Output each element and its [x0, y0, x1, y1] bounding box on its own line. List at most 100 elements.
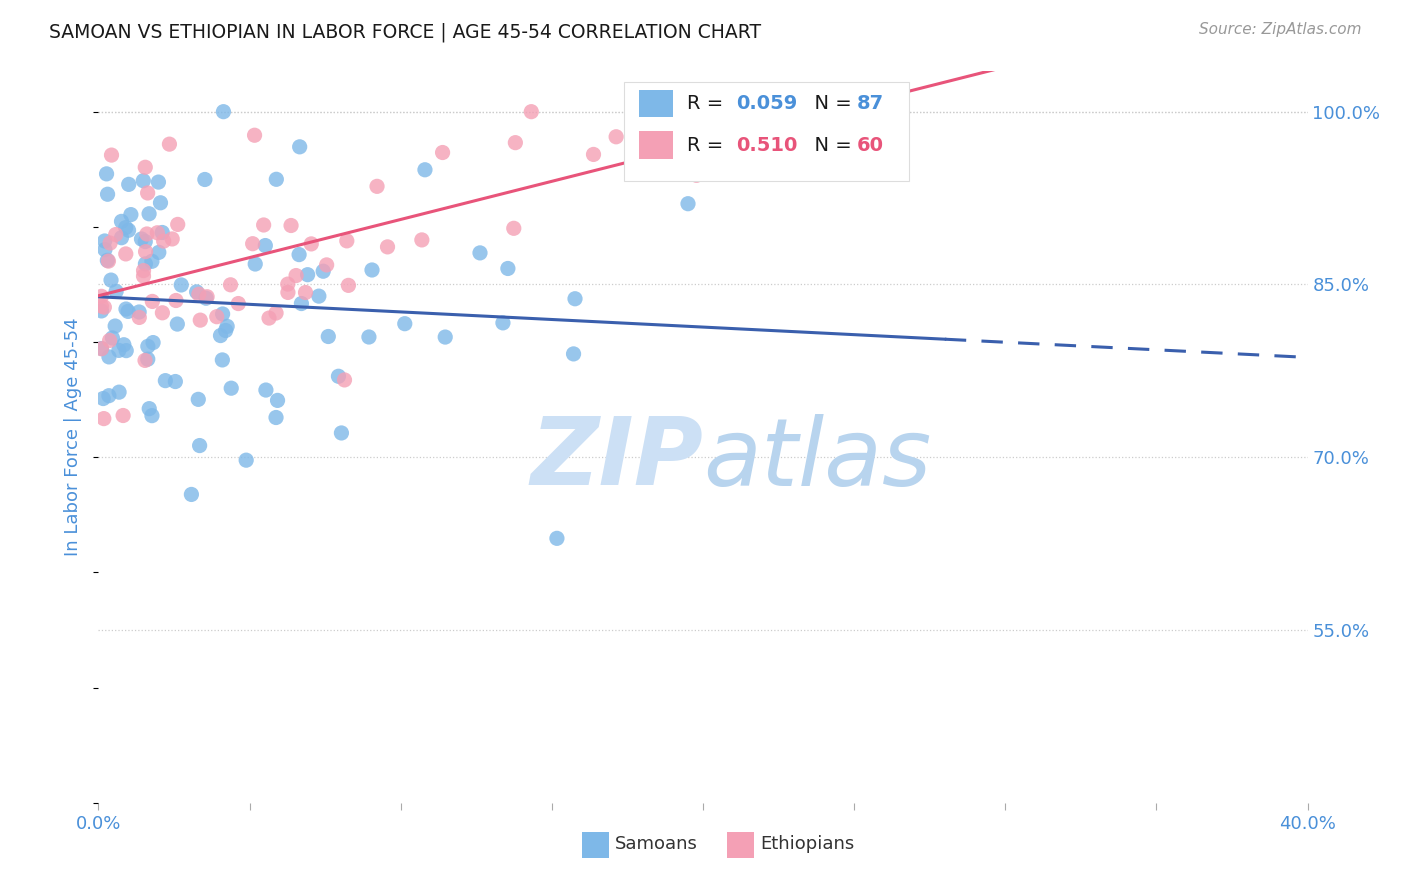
- Point: [562, 347, 585, 361]
- Point: [312, 264, 335, 278]
- Point: [141, 294, 163, 309]
- Point: [90, 299, 112, 313]
- Point: [212, 104, 235, 119]
- Bar: [582, 832, 609, 858]
- Point: [110, 230, 132, 244]
- Point: [377, 240, 399, 254]
- Point: [142, 335, 165, 350]
- Point: [411, 233, 433, 247]
- Point: [564, 292, 586, 306]
- Point: [118, 178, 141, 192]
- Point: [280, 219, 302, 233]
- Point: [492, 316, 515, 330]
- Point: [496, 261, 519, 276]
- Point: [226, 296, 249, 310]
- Point: [108, 385, 131, 400]
- Point: [253, 218, 276, 232]
- FancyBboxPatch shape: [624, 82, 908, 181]
- Point: [195, 290, 218, 304]
- Bar: [638, 90, 673, 118]
- Point: [186, 285, 208, 299]
- Point: [180, 487, 202, 501]
- Point: [108, 343, 131, 358]
- Point: [150, 306, 173, 320]
- Point: [128, 305, 150, 319]
- Point: [294, 285, 316, 300]
- Point: [394, 317, 416, 331]
- Point: [264, 410, 287, 425]
- Text: 87: 87: [856, 94, 884, 113]
- Point: [131, 232, 153, 246]
- Point: [505, 136, 527, 150]
- Point: [290, 296, 312, 310]
- Point: [117, 223, 139, 237]
- Point: [195, 291, 218, 305]
- Point: [98, 235, 121, 250]
- Point: [148, 245, 170, 260]
- Point: [134, 235, 156, 249]
- Point: [93, 234, 115, 248]
- Text: 0.510: 0.510: [735, 136, 797, 154]
- Point: [299, 236, 322, 251]
- Point: [101, 331, 124, 345]
- Point: [266, 393, 288, 408]
- Point: [502, 221, 524, 235]
- Point: [134, 257, 156, 271]
- Point: [132, 174, 155, 188]
- Text: N =: N =: [803, 136, 858, 154]
- Point: [288, 140, 311, 154]
- Point: [100, 273, 122, 287]
- Text: atlas: atlas: [703, 414, 931, 505]
- Point: [166, 218, 188, 232]
- Point: [98, 334, 121, 348]
- Point: [135, 244, 157, 259]
- Point: [104, 227, 127, 242]
- Point: [112, 337, 135, 351]
- Point: [468, 246, 491, 260]
- Bar: [727, 832, 754, 858]
- Point: [413, 162, 436, 177]
- Point: [217, 319, 239, 334]
- Text: N =: N =: [803, 94, 858, 113]
- Point: [110, 214, 132, 228]
- Point: [90, 289, 112, 303]
- Point: [330, 425, 353, 440]
- Point: [97, 187, 120, 202]
- Point: [114, 220, 136, 235]
- Point: [96, 167, 118, 181]
- Point: [308, 289, 330, 303]
- Text: Samoans: Samoans: [614, 836, 697, 854]
- Point: [165, 375, 187, 389]
- Point: [214, 324, 236, 338]
- Point: [243, 128, 266, 143]
- Point: [361, 263, 384, 277]
- Point: [432, 145, 454, 160]
- Text: 60: 60: [856, 136, 883, 154]
- Point: [97, 389, 120, 403]
- Point: [104, 319, 127, 334]
- Point: [328, 369, 350, 384]
- Point: [366, 179, 388, 194]
- Point: [219, 381, 242, 395]
- Point: [336, 234, 359, 248]
- Point: [266, 172, 288, 186]
- Point: [120, 208, 142, 222]
- Point: [134, 353, 156, 368]
- Point: [333, 373, 356, 387]
- Point: [254, 383, 277, 397]
- Point: [194, 172, 217, 186]
- Point: [138, 207, 160, 221]
- Point: [136, 352, 159, 367]
- Point: [685, 169, 707, 183]
- Point: [149, 195, 172, 210]
- Point: [100, 148, 122, 162]
- Point: [242, 236, 264, 251]
- Point: [148, 175, 170, 189]
- Point: [115, 301, 138, 316]
- Point: [205, 310, 228, 324]
- Point: [297, 268, 319, 282]
- Point: [187, 392, 209, 407]
- Point: [155, 374, 177, 388]
- Point: [316, 329, 339, 343]
- Point: [235, 453, 257, 467]
